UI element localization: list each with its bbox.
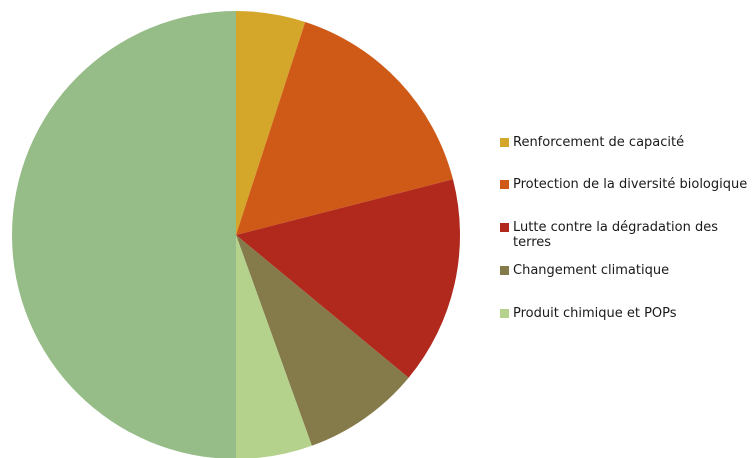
legend-swatch — [500, 223, 509, 232]
pie-slice-4 — [236, 235, 409, 446]
pie-slice-1 — [236, 11, 306, 235]
legend-item-protection: Protection de la diversité biologique — [500, 177, 753, 192]
pie-slice-2 — [236, 21, 453, 236]
pie-slice-5 — [236, 235, 312, 458]
legend-label: Changement climatique — [513, 263, 670, 278]
pie-slice-3 — [236, 179, 460, 378]
legend-label: Lutte contre la dégradation des terres — [513, 220, 719, 250]
legend-label: Renforcement de capacité — [513, 135, 685, 150]
legend-item-renforcement: Renforcement de capacité — [500, 135, 753, 150]
legend-swatch — [500, 266, 509, 275]
legend-label: Produit chimique et POPs — [513, 306, 677, 321]
legend-swatch — [500, 309, 509, 318]
legend-item-lutte: Lutte contre la dégradation des terres — [500, 220, 753, 250]
legend-swatch — [500, 180, 509, 189]
pie-slice-6 — [12, 11, 236, 458]
legend-item-changement: Changement climatique — [500, 263, 753, 278]
legend-label: Protection de la diversité biologique — [513, 177, 748, 192]
legend-swatch — [500, 138, 509, 147]
legend-item-produit: Produit chimique et POPs — [500, 306, 753, 321]
